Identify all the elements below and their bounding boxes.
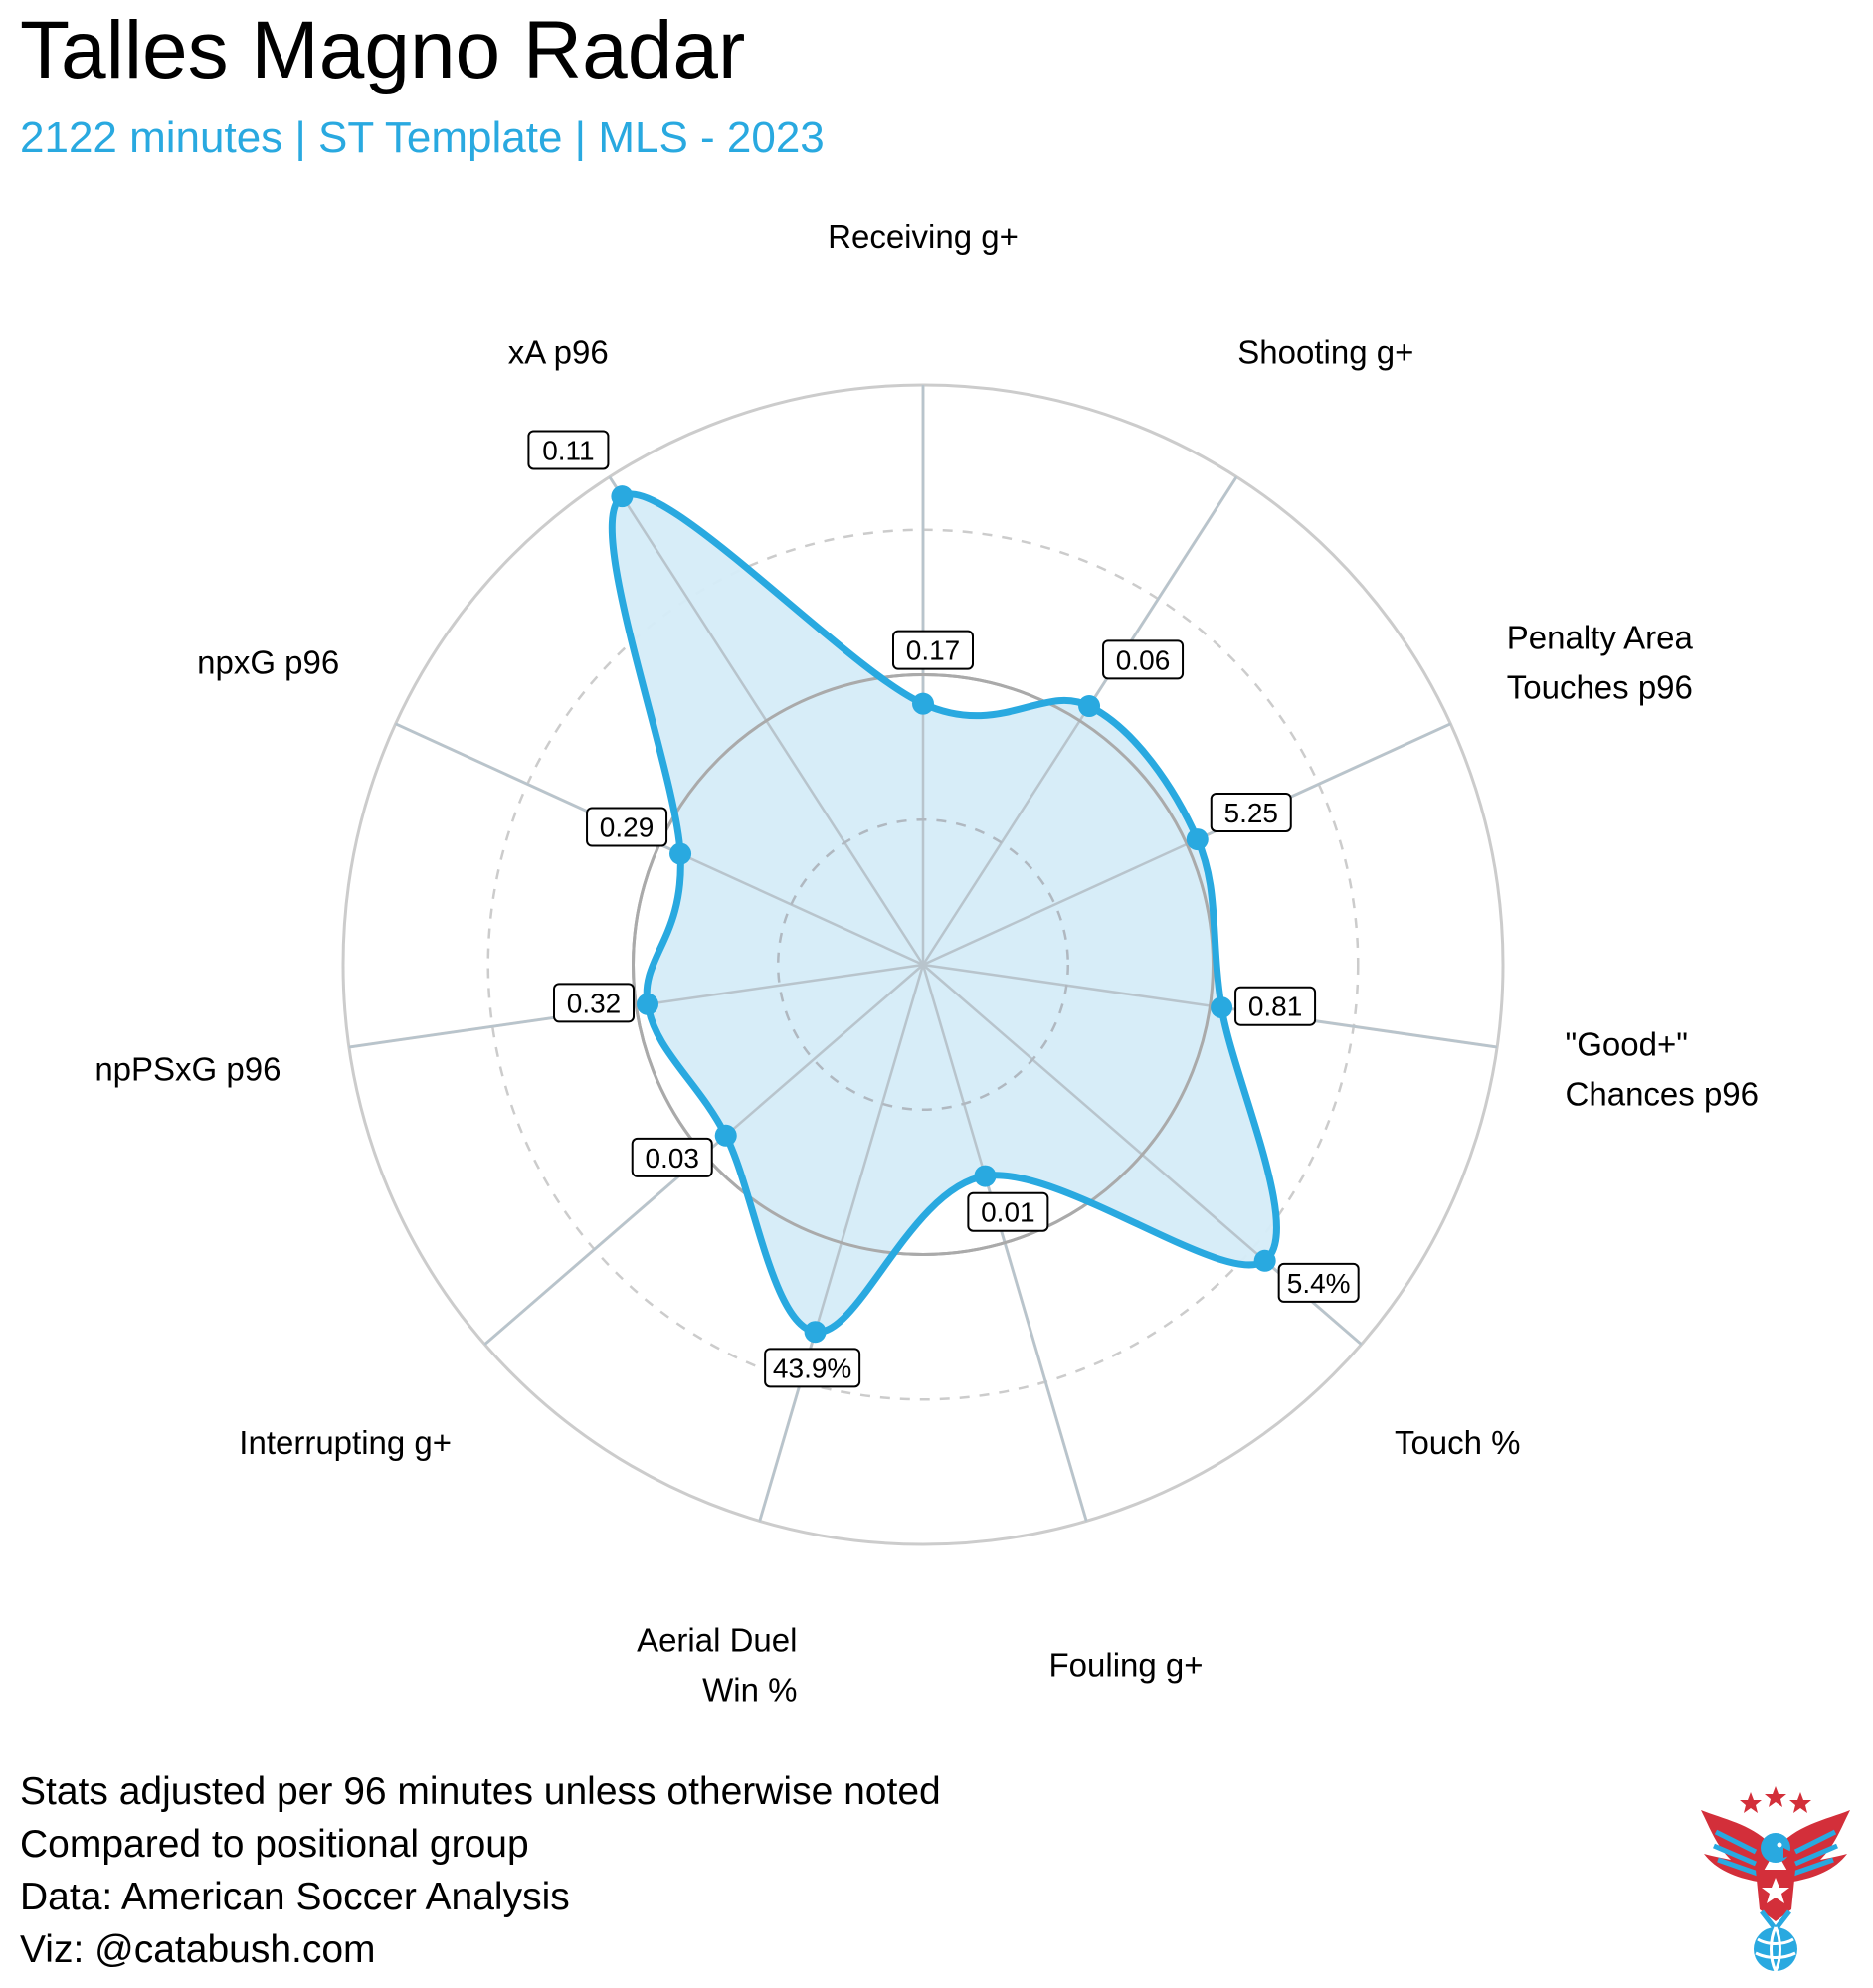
radar-point-2	[1078, 695, 1101, 718]
radar-axis-label: "Good+" Chances p96	[1566, 1025, 1759, 1112]
radar-axis-label: Penalty Area Touches p96	[1507, 620, 1694, 706]
radar-value-label-box	[553, 983, 636, 1023]
radar-point-4	[1211, 996, 1233, 1019]
radar-value-label-box	[1277, 1262, 1360, 1303]
radar-value-label-box	[1234, 986, 1317, 1026]
radar-axis-label-line: Chances p96	[1566, 1075, 1759, 1112]
footer-line-1: Stats adjusted per 96 minutes unless oth…	[20, 1770, 941, 1813]
radar-value-label: 0.01	[967, 1191, 1049, 1232]
radar-axis-label: xA p96	[508, 333, 609, 370]
radar-value-label: 5.25	[1210, 792, 1292, 832]
radar-axis-label-line: Aerial Duel	[637, 1621, 797, 1658]
radar-axis-label: Fouling g+	[1049, 1646, 1204, 1683]
radar-point-9	[637, 993, 659, 1015]
radar-axis-label-line: npxG p96	[197, 644, 339, 681]
radar-value-label-text: 43.9%	[773, 1353, 851, 1383]
radar-value-label-text: 0.17	[906, 635, 961, 666]
radar-value-label: 0.81	[1234, 986, 1317, 1026]
radar-point-10	[669, 842, 692, 865]
radar-axis-label: Aerial Duel Win %	[637, 1621, 797, 1708]
radar-point-3	[1186, 828, 1209, 851]
footer-line-3: Data: American Soccer Analysis	[20, 1876, 570, 1918]
radar-point-6	[974, 1165, 997, 1187]
radar-axis-label-line: "Good+"	[1566, 1025, 1688, 1062]
radar-axis-label-line: Receiving g+	[828, 218, 1019, 255]
radar-axis-label: Shooting g+	[1237, 333, 1413, 370]
radar-area-fill	[612, 493, 1277, 1333]
radar-value-label-box	[1210, 792, 1292, 832]
radar-value-label-box	[764, 1348, 861, 1388]
radar-value-label-box	[527, 430, 610, 470]
radar-value-label-text: 0.29	[600, 812, 655, 842]
radar-value-label: 0.32	[553, 983, 636, 1023]
radar-value-label: 43.9%	[764, 1348, 861, 1388]
chart-subtitle: 2122 minutes | ST Template | MLS - 2023	[20, 113, 825, 162]
radar-axis-label-line: npPSxG p96	[94, 1050, 281, 1087]
radar-value-label: 0.06	[1102, 639, 1185, 680]
radar-axis-label: Interrupting g+	[239, 1424, 452, 1461]
radar-gridline-overlay-25	[777, 818, 1069, 1111]
footer-line-2: Compared to positional group	[20, 1823, 529, 1866]
radar-value-label: 0.03	[631, 1137, 713, 1177]
radar-axis-label-line: xA p96	[508, 333, 609, 370]
radar-point-8	[714, 1124, 737, 1147]
radar-value-label: 0.11	[527, 430, 610, 470]
radar-axis-label-line: Touch %	[1395, 1424, 1521, 1461]
radar-point-11	[611, 485, 634, 508]
radar-value-label-box	[892, 630, 974, 670]
radar-value-label-text: 5.25	[1224, 798, 1279, 828]
radar-point-1	[912, 692, 934, 715]
radar-axis-label-line: Touches p96	[1507, 669, 1693, 706]
footer-line-4: Viz: @catabush.com	[20, 1928, 376, 1971]
radar-value-label-text: 0.06	[1116, 644, 1171, 675]
radar-axis-label: npxG p96	[197, 644, 339, 681]
radar-value-label-text: 0.11	[542, 435, 594, 465]
radar-value-label-box	[586, 807, 668, 847]
radar-axis-label-line: Interrupting g+	[239, 1424, 452, 1461]
radar-value-label-box	[967, 1191, 1049, 1232]
radar-point-7	[804, 1321, 827, 1344]
radar-axis-label-line: Fouling g+	[1049, 1646, 1204, 1683]
radar-axis-label-line: Win %	[702, 1671, 797, 1708]
radar-point-5	[1253, 1249, 1276, 1272]
footer-notes: Stats adjusted per 96 minutes unless oth…	[20, 1765, 941, 1976]
radar-value-label-text: 5.4%	[1287, 1268, 1351, 1299]
radar-value-label-box	[631, 1137, 713, 1177]
chart-title: Talles Magno Radar	[20, 5, 746, 95]
radar-axis-label-line: Penalty Area	[1507, 620, 1694, 656]
radar-axis-label: Receiving g+	[828, 218, 1019, 255]
radar-value-label-text: 0.03	[645, 1143, 699, 1174]
radar-value-label-text: 0.01	[981, 1197, 1035, 1228]
radar-axis-label: npPSxG p96	[94, 1050, 281, 1087]
eagle-soccer-logo-icon	[1701, 1786, 1850, 1972]
radar-axis-label: Touch %	[1395, 1424, 1521, 1461]
radar-value-label-box	[1102, 639, 1185, 680]
radar-value-label-text: 0.32	[567, 988, 622, 1018]
radar-value-label: 5.4%	[1277, 1262, 1360, 1303]
radar-value-label-text: 0.81	[1248, 992, 1303, 1022]
radar-gridline-75	[486, 528, 1360, 1401]
radar-value-label: 0.17	[892, 630, 974, 670]
radar-axis-label-line: Shooting g+	[1237, 333, 1413, 370]
radar-value-label: 0.29	[586, 807, 668, 847]
radar-gridline-overlay-50	[632, 673, 1215, 1256]
